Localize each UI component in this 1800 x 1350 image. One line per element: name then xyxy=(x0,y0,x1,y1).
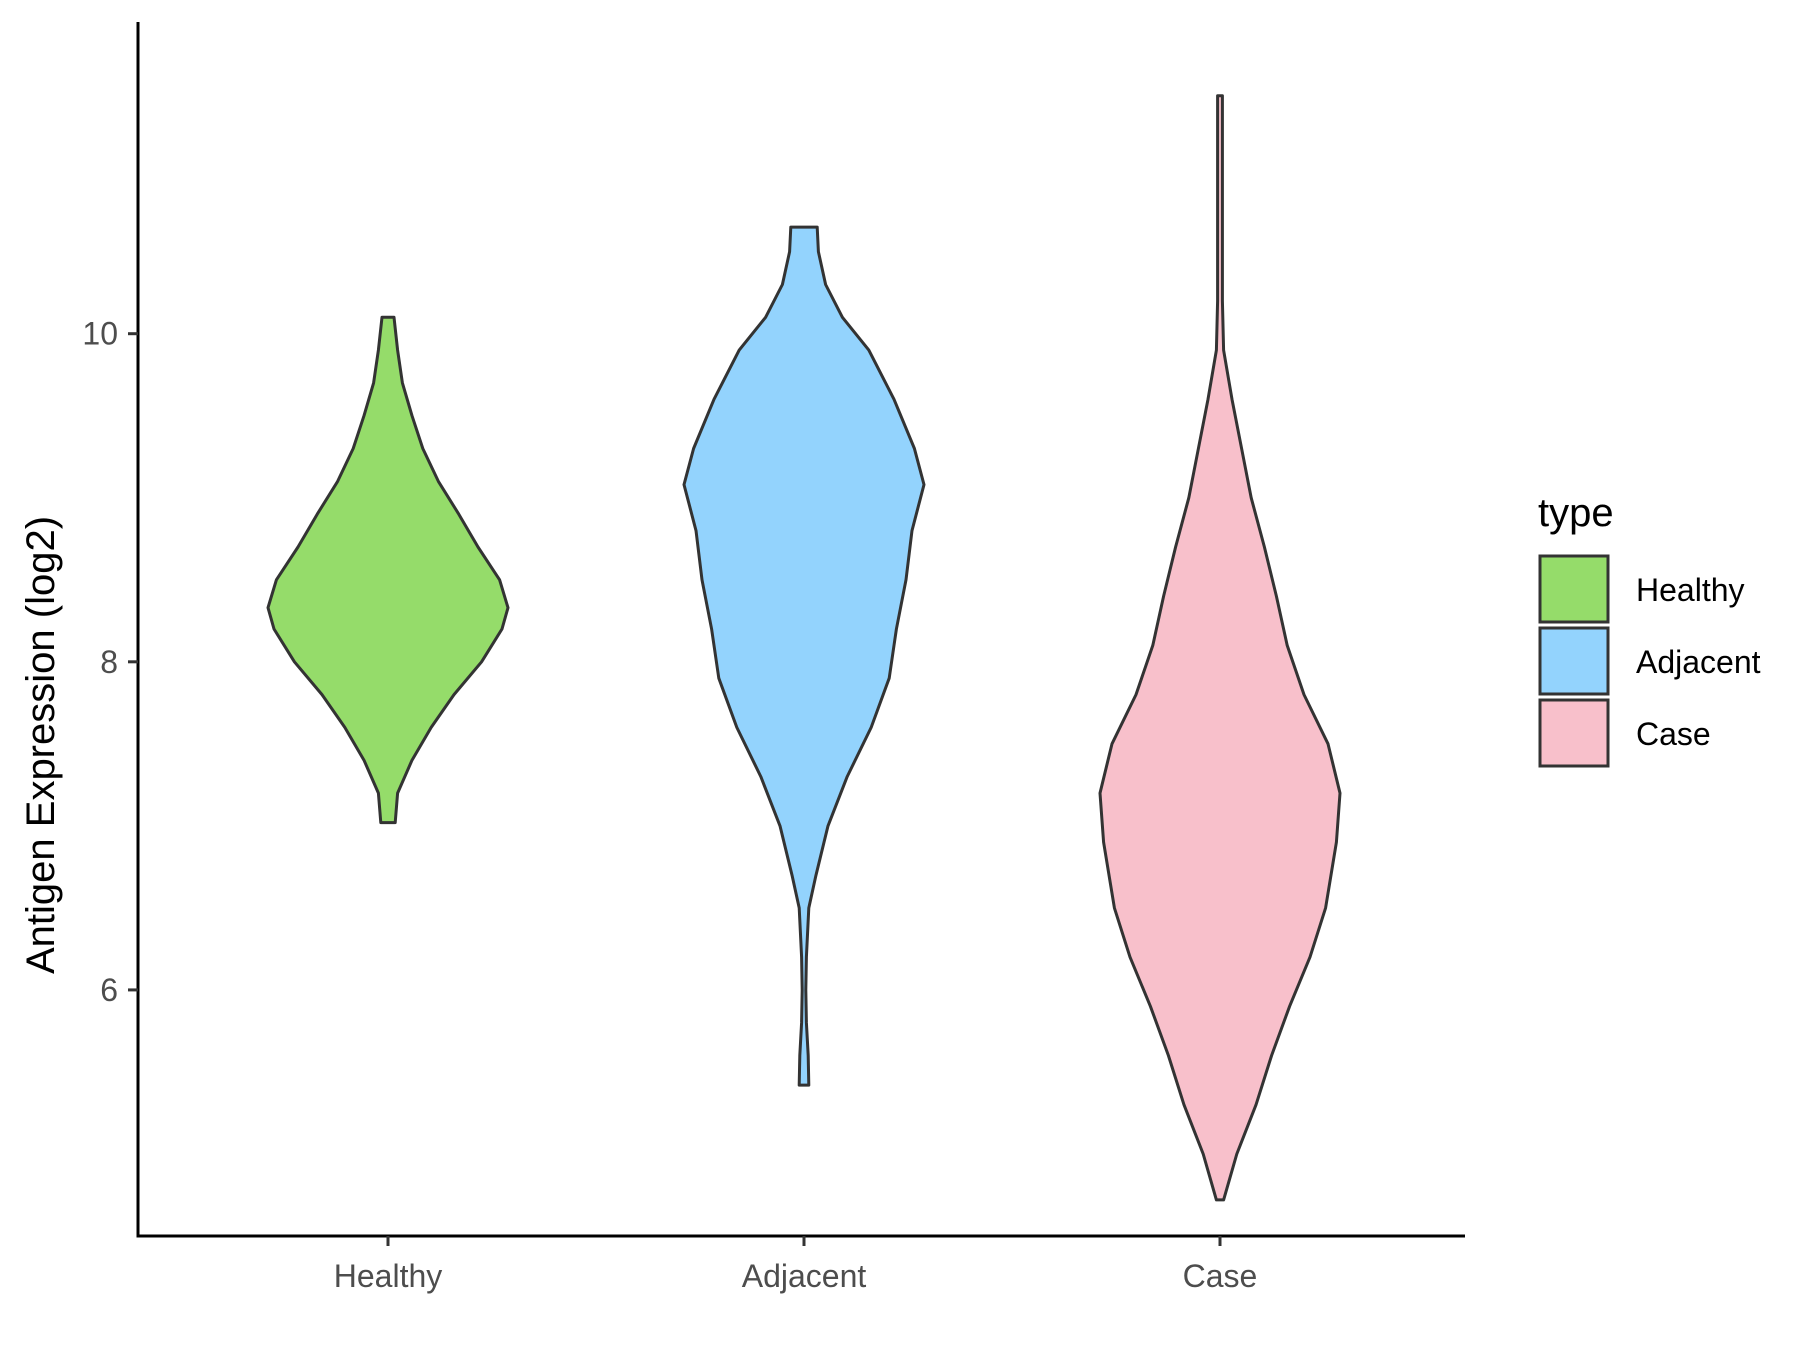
y-tick-label: 6 xyxy=(100,972,118,1008)
x-ticks: Healthy Adjacent Case xyxy=(334,1236,1258,1294)
legend-key-adjacent xyxy=(1538,626,1610,696)
violin-healthy xyxy=(266,315,510,825)
legend-title: type xyxy=(1538,491,1614,535)
y-ticks: 6 8 10 xyxy=(82,316,138,1008)
legend-label-case: Case xyxy=(1636,716,1711,752)
legend: type Healthy Adjacent Case xyxy=(1538,491,1761,768)
x-tick-label-adjacent: Adjacent xyxy=(742,1258,867,1294)
legend-label-adjacent: Adjacent xyxy=(1636,644,1761,680)
y-tick-label: 8 xyxy=(100,644,118,680)
plot-area: 6 8 10 Healthy Adjacent Case xyxy=(82,22,1465,1294)
legend-key-case xyxy=(1538,698,1610,768)
x-tick-label-healthy: Healthy xyxy=(334,1258,443,1294)
y-axis-title: Antigen Expression (log2) xyxy=(19,516,63,974)
x-tick-label-case: Case xyxy=(1183,1258,1258,1294)
legend-label-healthy: Healthy xyxy=(1636,572,1745,608)
legend-entries: Healthy Adjacent Case xyxy=(1538,554,1761,768)
legend-key-healthy xyxy=(1538,554,1610,624)
violin-adjacent xyxy=(682,225,926,1087)
violin-case xyxy=(1098,94,1342,1202)
violins xyxy=(266,94,1342,1202)
y-tick-label: 10 xyxy=(82,316,118,352)
